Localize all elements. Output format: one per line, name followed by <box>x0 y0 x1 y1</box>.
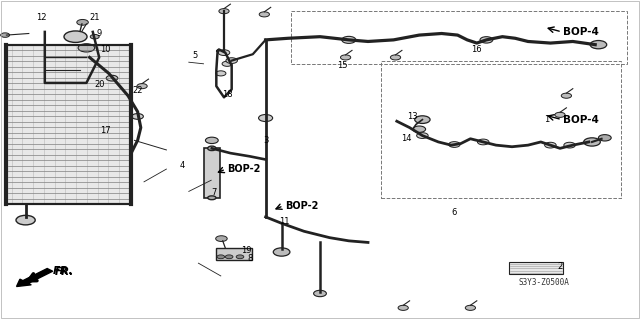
Circle shape <box>218 50 230 56</box>
Text: FR.: FR. <box>54 267 74 277</box>
Circle shape <box>222 61 232 66</box>
Circle shape <box>205 137 218 144</box>
Bar <box>509 262 563 274</box>
Circle shape <box>417 133 428 138</box>
Circle shape <box>217 255 225 259</box>
Circle shape <box>449 142 460 147</box>
Text: 9: 9 <box>97 29 102 38</box>
Circle shape <box>314 290 326 297</box>
Text: 21: 21 <box>90 13 100 22</box>
Bar <box>291 11 627 64</box>
Ellipse shape <box>207 146 216 151</box>
Text: 7: 7 <box>212 189 217 197</box>
Circle shape <box>90 34 99 39</box>
Circle shape <box>216 71 226 76</box>
Circle shape <box>545 142 556 148</box>
Circle shape <box>390 55 401 60</box>
Circle shape <box>225 255 233 259</box>
Circle shape <box>477 139 489 145</box>
Circle shape <box>106 75 118 81</box>
Text: 12: 12 <box>36 13 47 22</box>
Circle shape <box>64 31 87 42</box>
Circle shape <box>236 255 244 259</box>
Text: BOP-4: BOP-4 <box>563 27 599 37</box>
Circle shape <box>465 305 476 310</box>
Circle shape <box>137 84 147 89</box>
Text: 10: 10 <box>100 45 111 54</box>
Text: 1: 1 <box>545 115 550 124</box>
Text: 2: 2 <box>557 262 563 271</box>
Text: 11: 11 <box>280 217 290 226</box>
FancyArrow shape <box>17 269 52 286</box>
Text: 4: 4 <box>180 161 185 170</box>
Text: 19: 19 <box>241 246 252 255</box>
Circle shape <box>216 236 227 241</box>
Circle shape <box>598 135 611 141</box>
Circle shape <box>398 305 408 310</box>
Text: 15: 15 <box>337 61 348 70</box>
Ellipse shape <box>207 196 216 200</box>
Text: 17: 17 <box>100 126 111 135</box>
Bar <box>381 61 621 198</box>
Text: 13: 13 <box>408 112 418 121</box>
Text: BOP-2: BOP-2 <box>227 164 260 174</box>
Circle shape <box>590 41 607 49</box>
Circle shape <box>226 58 237 63</box>
Text: 18: 18 <box>222 90 232 99</box>
Circle shape <box>561 93 572 98</box>
Circle shape <box>480 37 493 43</box>
Circle shape <box>132 114 143 119</box>
Text: 5: 5 <box>193 51 198 60</box>
Circle shape <box>259 12 269 17</box>
Bar <box>204 148 220 198</box>
Text: BOP-4: BOP-4 <box>563 115 599 125</box>
Circle shape <box>219 9 229 14</box>
Circle shape <box>413 126 426 132</box>
Circle shape <box>564 142 575 148</box>
Circle shape <box>77 19 88 25</box>
Text: 3: 3 <box>263 136 268 145</box>
Circle shape <box>259 115 273 122</box>
Text: S3Y3-Z0500A: S3Y3-Z0500A <box>518 278 569 287</box>
Text: FR.: FR. <box>52 265 73 276</box>
Text: 6: 6 <box>452 208 457 217</box>
Text: 16: 16 <box>472 45 482 54</box>
Circle shape <box>584 138 600 146</box>
Circle shape <box>78 44 95 52</box>
Text: 20: 20 <box>94 80 104 89</box>
Circle shape <box>273 248 290 256</box>
Circle shape <box>415 116 430 123</box>
Circle shape <box>342 36 356 43</box>
Text: 22: 22 <box>132 86 143 95</box>
Text: 14: 14 <box>401 134 412 143</box>
Circle shape <box>340 55 351 60</box>
Text: 8: 8 <box>247 254 252 263</box>
Circle shape <box>16 215 35 225</box>
Circle shape <box>555 112 565 117</box>
Bar <box>216 248 252 260</box>
Text: BOP-2: BOP-2 <box>285 201 318 211</box>
Bar <box>6 45 131 204</box>
Circle shape <box>1 33 10 37</box>
